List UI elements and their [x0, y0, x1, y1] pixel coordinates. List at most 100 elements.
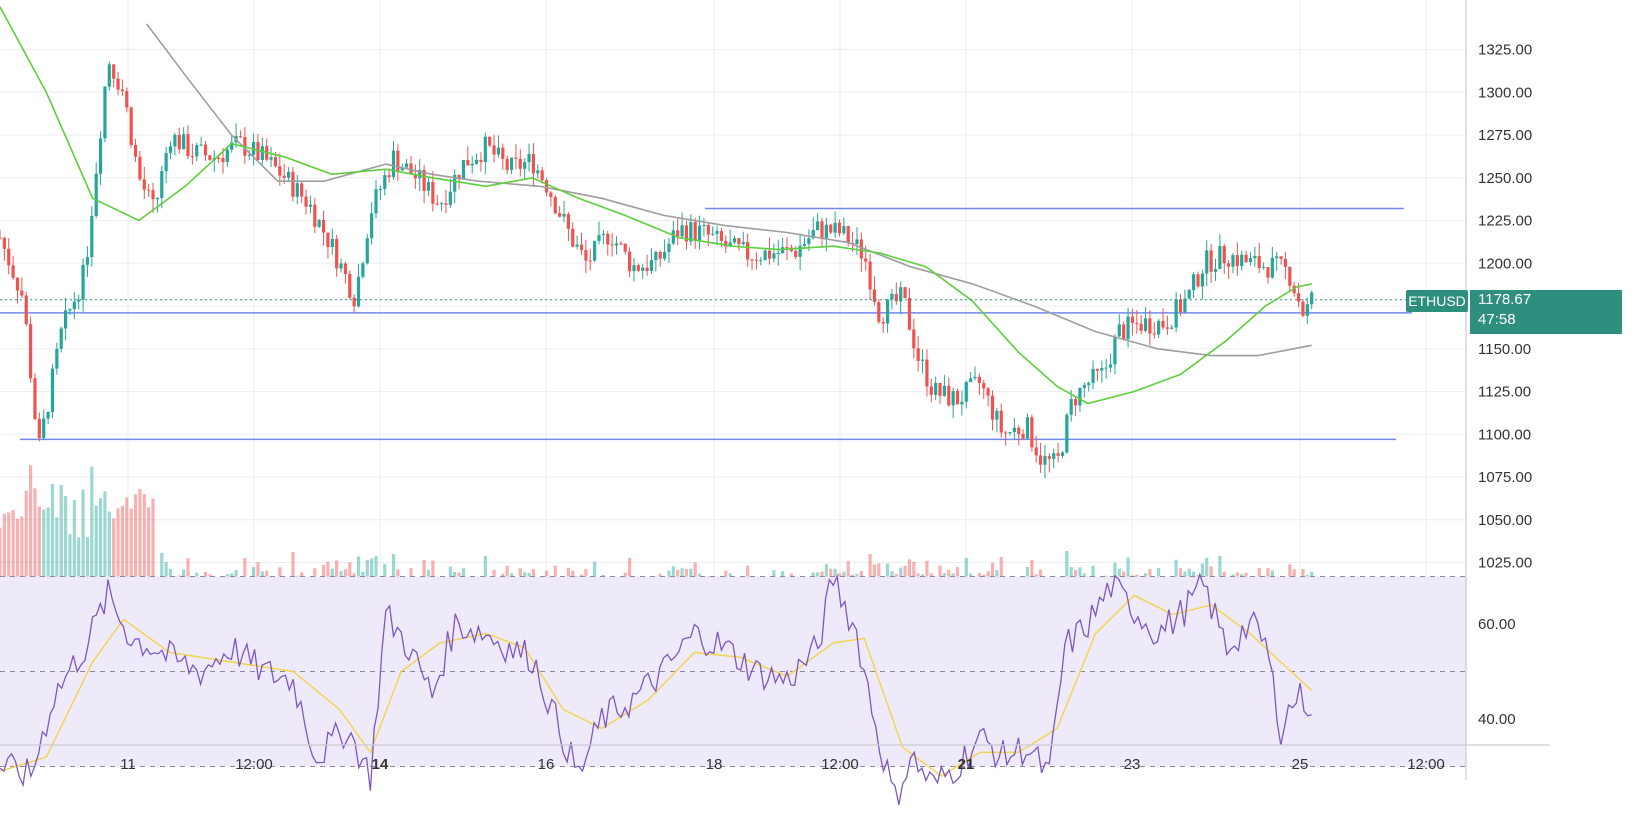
candle-body — [173, 134, 177, 147]
candle-body — [46, 411, 50, 419]
candle-body — [304, 196, 308, 207]
rsi-axis[interactable]: 60.00 40.00 — [1478, 616, 1516, 728]
candle-body — [566, 214, 570, 229]
candle-body — [964, 381, 968, 402]
candle-body — [584, 250, 588, 261]
candle-body — [767, 250, 772, 259]
candle-body — [951, 391, 955, 406]
candle-body — [168, 146, 173, 153]
volume-bar — [138, 488, 142, 597]
candle-body — [654, 251, 658, 261]
candle-body — [63, 310, 68, 329]
candle-body — [164, 152, 168, 172]
volume-bar — [68, 534, 72, 597]
volume-bar — [125, 497, 129, 597]
candle-body — [505, 158, 509, 170]
volume-bar — [42, 509, 46, 597]
candle-body — [531, 153, 536, 174]
volume-bar — [2, 514, 6, 597]
candle-body — [426, 182, 431, 191]
rsi-pane[interactable] — [0, 572, 1466, 805]
candle-body — [190, 156, 194, 158]
candle-body — [405, 163, 409, 168]
candle-body — [1231, 255, 1235, 267]
moving-average-fast — [0, 6, 1312, 405]
moving-averages[interactable] — [0, 6, 1312, 405]
candle-body — [671, 230, 675, 244]
candle-body — [370, 213, 374, 239]
candle-body — [702, 224, 706, 226]
candle-body — [1196, 274, 1200, 287]
candle-body — [221, 157, 225, 163]
volume-bar — [11, 509, 15, 597]
candle-body — [422, 170, 426, 191]
candle-body — [610, 244, 614, 246]
volume-bar — [7, 512, 11, 597]
candle-body — [107, 64, 111, 87]
candle-body — [929, 386, 933, 395]
horizontal-levels[interactable] — [0, 207, 1412, 441]
candle-body — [20, 290, 24, 296]
price-tick-label: 1200.00 — [1478, 255, 1532, 272]
candle-body — [1222, 246, 1226, 264]
candle-body — [1148, 318, 1152, 334]
volume-bar — [29, 465, 33, 597]
candle-body — [1130, 316, 1135, 323]
candle-body — [1205, 250, 1209, 274]
candle-body — [225, 149, 229, 163]
candle-body — [326, 232, 330, 247]
volume-bar — [46, 507, 50, 597]
candle-body — [418, 170, 422, 179]
candle-body — [120, 89, 125, 92]
candle-body — [754, 259, 759, 261]
candle-body — [1030, 417, 1034, 448]
candle-body — [632, 265, 636, 272]
volume-bar — [85, 537, 90, 597]
candle-body — [1279, 256, 1283, 259]
candle-body — [488, 136, 492, 146]
volume-bar — [55, 517, 59, 597]
candle-body — [133, 144, 138, 157]
candle-body — [1235, 255, 1239, 267]
candle-body — [999, 410, 1003, 433]
candle-body — [794, 251, 798, 257]
candle-body — [103, 86, 107, 139]
candle-body — [24, 295, 28, 325]
candle-body — [1017, 427, 1021, 434]
time-tick-label: 14 — [372, 756, 389, 773]
candle-body — [693, 222, 697, 241]
candle-body — [728, 242, 732, 247]
candle-body — [1288, 267, 1292, 286]
candle-body — [986, 388, 990, 396]
candle-body — [982, 383, 986, 389]
candle-body — [1200, 273, 1204, 287]
candle-body — [356, 276, 361, 307]
rsi-signal-line — [0, 594, 1313, 777]
candle-body — [636, 265, 640, 271]
volume-bar — [120, 505, 125, 597]
candle-body — [125, 91, 129, 108]
candle-body — [509, 157, 514, 170]
volume-bar — [116, 508, 120, 597]
price-tick-label: 1275.00 — [1478, 127, 1532, 144]
candle-body — [890, 293, 894, 300]
candle-body — [527, 153, 531, 163]
candle-body — [1157, 320, 1161, 335]
candle-body — [29, 324, 33, 379]
candle-body — [7, 248, 11, 266]
candle-body — [864, 258, 868, 262]
candlestick-series[interactable] — [0, 61, 1314, 479]
candle-body — [466, 159, 470, 166]
volume-bar — [50, 483, 55, 597]
candle-body — [802, 243, 807, 246]
candle-body — [391, 150, 396, 177]
volume-bar — [77, 537, 81, 597]
candle-body — [1310, 292, 1314, 305]
volume-bar — [63, 496, 68, 597]
time-axis[interactable]: 11 12:00 14 16 18 12:00 21 23 25 12:00 — [120, 756, 1445, 773]
price-tick-label: 1100.00 — [1478, 426, 1531, 443]
candle-body — [706, 224, 710, 235]
volume-bar — [133, 494, 138, 597]
candle-body — [409, 163, 413, 175]
